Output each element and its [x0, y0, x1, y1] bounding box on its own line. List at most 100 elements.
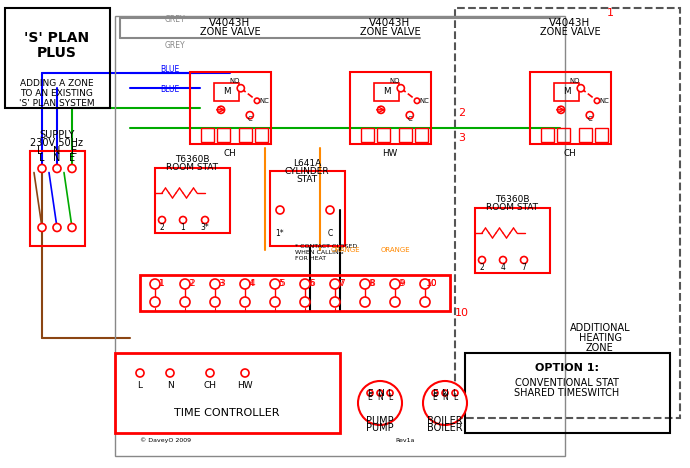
Text: E: E — [433, 394, 437, 402]
Text: 2: 2 — [188, 279, 194, 288]
Text: N: N — [377, 394, 383, 402]
Text: CYLINDER: CYLINDER — [285, 167, 329, 176]
Text: NO: NO — [569, 78, 580, 84]
Text: M: M — [383, 88, 390, 96]
Text: ORANGE: ORANGE — [331, 247, 359, 253]
Bar — [541, 128, 554, 142]
Text: CH: CH — [204, 380, 217, 389]
Circle shape — [210, 279, 220, 289]
Text: N: N — [442, 394, 448, 402]
Bar — [475, 208, 550, 273]
Text: ZONE VALVE: ZONE VALVE — [540, 27, 600, 37]
Bar — [140, 275, 450, 311]
Bar — [30, 151, 84, 246]
Text: HEATING: HEATING — [578, 333, 622, 343]
Text: BOILER: BOILER — [427, 423, 463, 433]
Text: C: C — [327, 228, 333, 237]
Text: 3: 3 — [458, 133, 466, 143]
Text: 1*: 1* — [276, 228, 284, 237]
Bar — [415, 128, 428, 142]
Text: * CONTACT CLOSED: * CONTACT CLOSED — [295, 243, 357, 249]
Circle shape — [390, 297, 400, 307]
Circle shape — [414, 98, 420, 103]
Circle shape — [246, 111, 253, 119]
Circle shape — [237, 85, 244, 92]
Circle shape — [330, 279, 340, 289]
Bar — [595, 128, 608, 142]
Circle shape — [500, 256, 506, 263]
Text: 9: 9 — [399, 279, 405, 288]
Text: BLUE: BLUE — [160, 66, 179, 74]
Text: ADDITIONAL: ADDITIONAL — [570, 323, 630, 333]
Circle shape — [53, 164, 61, 173]
Circle shape — [390, 279, 400, 289]
Text: NC: NC — [599, 98, 609, 104]
Circle shape — [326, 206, 334, 214]
Text: L: L — [453, 394, 457, 402]
Circle shape — [210, 297, 220, 307]
Bar — [377, 128, 390, 142]
Text: NO: NO — [389, 78, 400, 84]
Circle shape — [159, 217, 166, 224]
Text: TIME CONTROLLER: TIME CONTROLLER — [175, 408, 279, 418]
Text: PUMP: PUMP — [366, 423, 394, 433]
Circle shape — [300, 297, 310, 307]
Text: C: C — [407, 116, 412, 122]
Text: 4: 4 — [249, 279, 255, 288]
Circle shape — [276, 206, 284, 214]
Circle shape — [397, 85, 404, 92]
Text: M: M — [562, 88, 570, 96]
Circle shape — [206, 369, 214, 377]
Circle shape — [452, 390, 458, 396]
Text: 4: 4 — [248, 279, 254, 288]
Circle shape — [558, 106, 564, 113]
Text: ADDING A ZONE: ADDING A ZONE — [20, 79, 94, 88]
Text: N: N — [442, 388, 448, 397]
Circle shape — [358, 381, 402, 425]
Text: 2: 2 — [189, 279, 195, 288]
Text: 3: 3 — [218, 279, 224, 288]
Circle shape — [180, 297, 190, 307]
Circle shape — [255, 98, 259, 103]
Text: N: N — [166, 380, 173, 389]
Text: © DaveyO 2009: © DaveyO 2009 — [140, 437, 191, 443]
Circle shape — [360, 297, 370, 307]
Circle shape — [68, 164, 76, 173]
Bar — [374, 83, 399, 101]
Circle shape — [432, 390, 438, 396]
Circle shape — [150, 297, 160, 307]
Bar — [455, 8, 680, 418]
Text: N: N — [53, 153, 61, 163]
Text: NC: NC — [420, 98, 429, 104]
Text: E: E — [69, 153, 75, 163]
Text: E: E — [432, 388, 438, 397]
Text: L: L — [137, 380, 143, 389]
Text: CH: CH — [564, 148, 576, 158]
Circle shape — [166, 369, 174, 377]
Text: OPTION 1:: OPTION 1: — [535, 363, 599, 373]
Text: HW: HW — [382, 148, 397, 158]
Text: PUMP: PUMP — [366, 416, 394, 426]
Text: L: L — [39, 153, 45, 163]
Circle shape — [241, 369, 249, 377]
Circle shape — [180, 279, 190, 289]
Text: TO AN EXISTING: TO AN EXISTING — [21, 88, 93, 97]
Circle shape — [270, 279, 280, 289]
Circle shape — [270, 297, 280, 307]
Bar — [201, 128, 214, 142]
Bar — [361, 128, 374, 142]
Bar — [190, 72, 270, 144]
Text: N: N — [53, 146, 61, 155]
Text: 8: 8 — [369, 279, 375, 288]
Text: L: L — [37, 146, 42, 155]
Text: 2: 2 — [480, 263, 484, 272]
Text: NO: NO — [229, 78, 239, 84]
Text: ROOM STAT: ROOM STAT — [166, 163, 218, 173]
Bar — [554, 83, 579, 101]
Circle shape — [201, 217, 208, 224]
Text: E: E — [72, 146, 77, 155]
Circle shape — [179, 217, 186, 224]
Text: V4043H: V4043H — [209, 18, 250, 28]
Text: 2: 2 — [159, 224, 164, 233]
Text: 5: 5 — [279, 279, 285, 288]
